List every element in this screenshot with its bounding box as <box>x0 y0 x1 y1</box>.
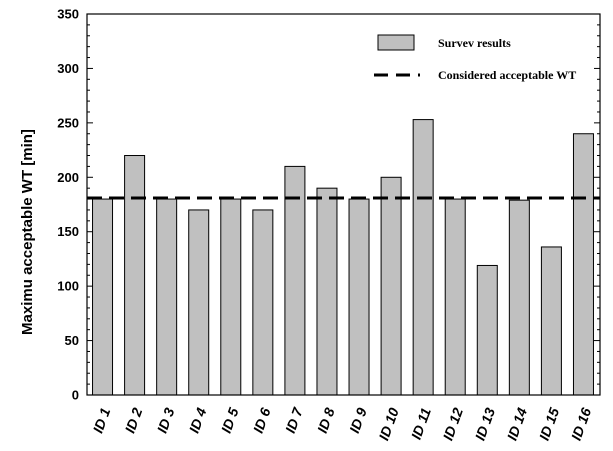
legend-label-reference: Considered acceptable WT <box>438 68 576 82</box>
x-tick-label: ID 5 <box>218 405 242 435</box>
x-tick-label: ID 14 <box>504 405 531 442</box>
x-tick-label: ID 16 <box>568 405 595 442</box>
bar <box>348 198 370 396</box>
x-tick-label: ID 10 <box>375 405 402 442</box>
y-tick-label: 350 <box>57 7 79 22</box>
bar <box>380 176 402 396</box>
bar <box>124 155 146 396</box>
bar <box>156 198 178 396</box>
y-axis-label: Maximu acceptable WT [min] <box>19 129 36 335</box>
x-tick-label: ID 6 <box>250 405 274 435</box>
bar <box>540 246 562 396</box>
y-tick-label: 0 <box>72 388 79 403</box>
x-tick-label: ID 1 <box>90 405 114 435</box>
bar <box>572 133 594 396</box>
bar <box>508 199 530 396</box>
x-tick-label: ID 9 <box>346 405 370 435</box>
x-tick-label: ID 7 <box>282 404 306 435</box>
bar <box>444 198 466 396</box>
bars <box>92 119 594 396</box>
x-axis-category-labels: ID 1 ID 2 ID 3 ID 4 ID 5 ID 6 ID 7 ID 8 ID 9 ID 1… <box>90 404 595 442</box>
legend-swatch-survey <box>377 34 415 51</box>
bar <box>316 187 338 396</box>
y-tick-label: 150 <box>57 224 79 239</box>
y-tick-label: 50 <box>65 333 79 348</box>
y-tick-label: 250 <box>57 115 79 130</box>
x-tick-label: ID 11 <box>408 405 434 441</box>
y-tick-label: 300 <box>57 61 79 76</box>
x-tick-label: ID 15 <box>536 405 563 442</box>
x-tick-label: ID 13 <box>472 405 499 442</box>
x-tick-label: ID 3 <box>154 405 178 435</box>
legend-label-survey: Survev results <box>438 36 511 50</box>
bar <box>412 119 434 396</box>
bar <box>92 198 114 396</box>
bar <box>220 198 242 396</box>
y-tick-label: 200 <box>57 170 79 185</box>
x-tick-label: ID 12 <box>440 405 467 442</box>
x-tick-label: ID 8 <box>314 405 338 435</box>
bar <box>476 264 498 396</box>
bar <box>188 209 210 396</box>
plot-frame <box>86 13 601 396</box>
y-tick-label: 100 <box>57 279 79 294</box>
legend: Survev results Considered acceptable WT <box>374 34 576 82</box>
bar <box>252 209 274 396</box>
x-tick-label: ID 4 <box>186 405 210 435</box>
y-axis-tick-labels: 0 50 100 150 200 250 300 350 <box>57 7 79 403</box>
bar <box>284 165 306 396</box>
x-tick-label: ID 2 <box>122 405 146 435</box>
